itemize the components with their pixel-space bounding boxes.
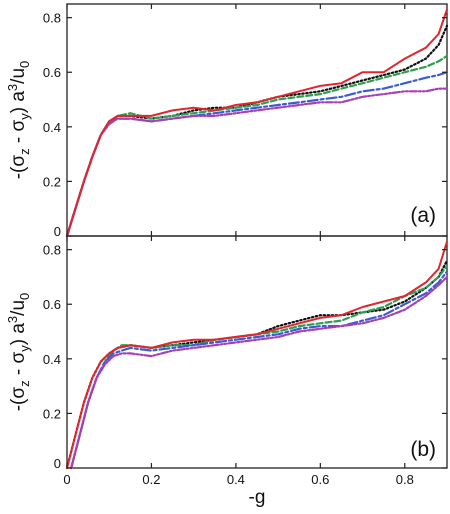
y-tick-label-b-4: 0.8 bbox=[43, 243, 61, 258]
x-tick-label-b-0: 0 bbox=[63, 472, 70, 487]
plot-frame-b bbox=[66, 235, 448, 469]
panel-label-b: (b) bbox=[410, 438, 436, 461]
y-tick-label-b-2: 0.4 bbox=[43, 352, 61, 367]
y-tick-label-b-3: 0.6 bbox=[43, 297, 61, 312]
series-line-b-0 bbox=[65, 259, 449, 470]
series-line-b-1 bbox=[70, 264, 449, 470]
chart-panel-b: 0 0.2 0.4 0.6 0.8 0 0.2 0.4 0.6 0.8 (b) -(σz - σy… bbox=[5, 235, 449, 487]
series-line-b-3 bbox=[70, 275, 449, 470]
y-tick-label-a-4: 0.8 bbox=[43, 11, 61, 26]
series-line-a-3 bbox=[65, 87, 449, 238]
x-axis-label: -g bbox=[249, 487, 266, 508]
y-axis-label-a: -(σz - σy) a3/u0 bbox=[5, 61, 32, 180]
y-tick-label-a-1: 0.2 bbox=[43, 174, 61, 189]
x-tick-label-b-1: 0.2 bbox=[142, 472, 160, 487]
y-tick-label-a-0: 0 bbox=[54, 224, 61, 239]
series-layer-b bbox=[65, 240, 449, 470]
series-layer-a bbox=[65, 8, 449, 238]
y-tick-label-b-1: 0.2 bbox=[43, 406, 61, 421]
plot-frame-a bbox=[66, 3, 448, 237]
ticks-layer-b: 0 0.2 0.4 0.6 0.8 0 0.2 0.4 0.6 0.8 bbox=[43, 236, 447, 487]
x-tick-label-b-3: 0.6 bbox=[311, 472, 329, 487]
ticks-layer-a: 0 0.2 0.4 0.6 0.8 bbox=[43, 4, 447, 239]
series-line-a-0 bbox=[65, 24, 449, 238]
series-line-b-4 bbox=[66, 240, 448, 469]
y-tick-label-a-2: 0.4 bbox=[43, 120, 61, 135]
series-line-a-4 bbox=[66, 8, 448, 237]
y-tick-label-a-3: 0.6 bbox=[43, 65, 61, 80]
y-tick-label-b-0: 0 bbox=[54, 456, 61, 471]
series-line-a-1 bbox=[65, 54, 449, 238]
y-axis-label-b: -(σz - σy) a3/u0 bbox=[5, 293, 32, 412]
series-line-b-2 bbox=[70, 270, 449, 470]
series-line-a-2 bbox=[65, 71, 449, 238]
panel-label-a: (a) bbox=[410, 204, 436, 227]
x-tick-label-b-4: 0.8 bbox=[396, 472, 414, 487]
chart-panel-a: 0 0.2 0.4 0.6 0.8 (a) -(σz - σy) a3/u0 bbox=[5, 3, 449, 239]
x-tick-label-b-2: 0.4 bbox=[227, 472, 245, 487]
